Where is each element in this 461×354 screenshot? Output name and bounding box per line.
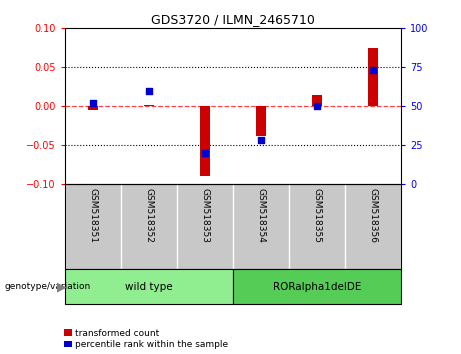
- Text: genotype/variation: genotype/variation: [5, 282, 91, 291]
- Point: [369, 68, 377, 73]
- Text: RORalpha1delDE: RORalpha1delDE: [273, 282, 361, 292]
- Bar: [256, 106, 266, 136]
- Bar: [144, 105, 154, 106]
- Legend: transformed count, percentile rank within the sample: transformed count, percentile rank withi…: [65, 329, 228, 349]
- Point: [313, 103, 321, 109]
- Point: [89, 100, 96, 106]
- Bar: [368, 48, 378, 106]
- Text: GSM518351: GSM518351: [88, 188, 97, 243]
- Bar: [88, 106, 98, 110]
- Text: GSM518354: GSM518354: [256, 188, 266, 243]
- Bar: [65, 269, 233, 304]
- Point: [257, 138, 265, 143]
- Text: GSM518356: GSM518356: [368, 188, 378, 243]
- Text: GSM518352: GSM518352: [144, 188, 153, 243]
- Title: GDS3720 / ILMN_2465710: GDS3720 / ILMN_2465710: [151, 13, 315, 26]
- Bar: [200, 106, 210, 176]
- Text: GSM518355: GSM518355: [313, 188, 321, 243]
- Bar: [312, 95, 322, 106]
- Point: [145, 88, 152, 93]
- Text: ▶: ▶: [58, 280, 67, 293]
- Text: GSM518353: GSM518353: [200, 188, 209, 243]
- Bar: [233, 269, 401, 304]
- Text: wild type: wild type: [125, 282, 172, 292]
- Point: [201, 150, 208, 156]
